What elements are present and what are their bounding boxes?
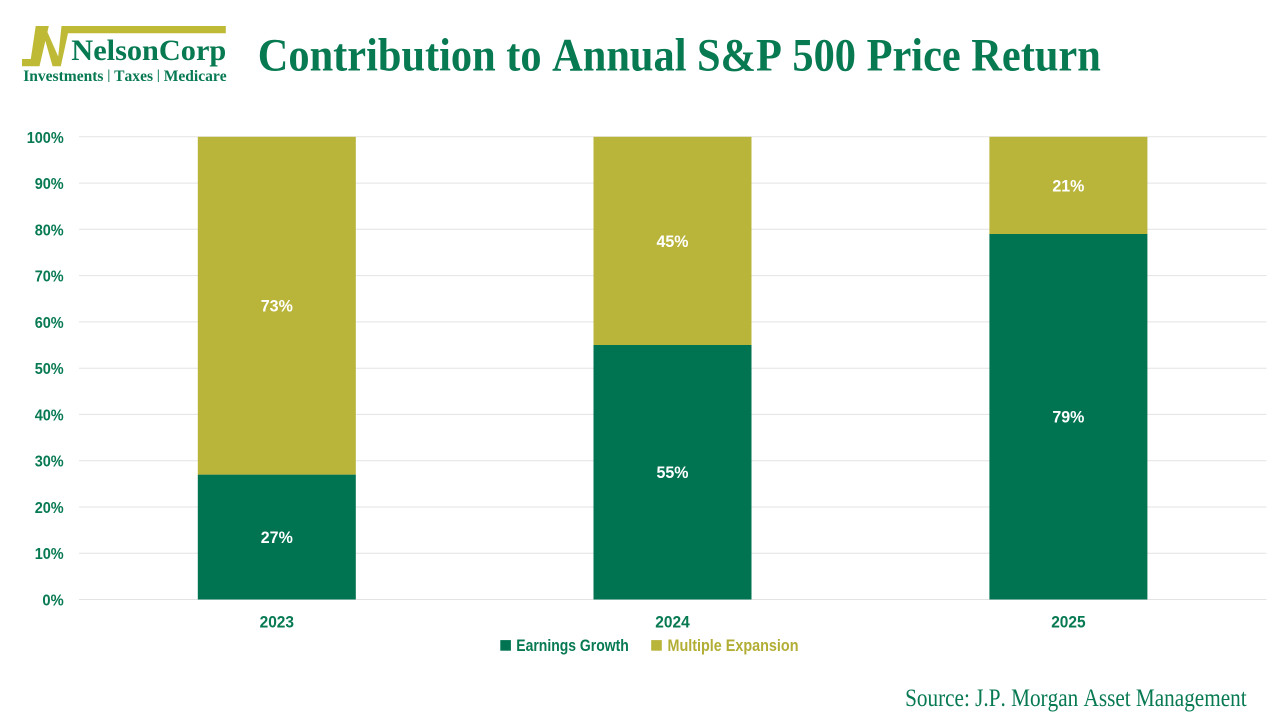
svg-text:Multiple Expansion: Multiple Expansion xyxy=(668,637,799,655)
svg-text:45%: 45% xyxy=(657,232,689,251)
svg-text:40%: 40% xyxy=(35,407,64,424)
svg-text:27%: 27% xyxy=(261,528,293,547)
svg-text:73%: 73% xyxy=(261,297,293,316)
svg-text:Investments | Taxes | Medicare: Investments | Taxes | Medicare xyxy=(23,67,227,85)
svg-text:60%: 60% xyxy=(35,315,64,332)
svg-text:20%: 20% xyxy=(35,500,64,517)
svg-text:Earnings Growth: Earnings Growth xyxy=(516,637,629,655)
svg-text:10%: 10% xyxy=(35,546,64,563)
svg-text:80%: 80% xyxy=(35,222,64,239)
svg-text:70%: 70% xyxy=(35,269,64,286)
svg-text:79%: 79% xyxy=(1052,408,1084,427)
svg-text:Contribution to Annual S&P 500: Contribution to Annual S&P 500 Price Ret… xyxy=(258,30,1101,82)
svg-text:50%: 50% xyxy=(35,361,64,378)
svg-text:0%: 0% xyxy=(42,593,63,610)
svg-text:2023: 2023 xyxy=(260,612,294,631)
svg-text:21%: 21% xyxy=(1052,176,1084,195)
svg-text:NelsonCorp: NelsonCorp xyxy=(71,35,226,67)
svg-text:100%: 100% xyxy=(27,130,64,147)
svg-text:90%: 90% xyxy=(35,176,64,193)
svg-text:55%: 55% xyxy=(657,463,689,482)
svg-text:2025: 2025 xyxy=(1051,612,1085,631)
svg-text:Source: J.P. Morgan Asset Mana: Source: J.P. Morgan Asset Management xyxy=(905,683,1247,712)
svg-text:2024: 2024 xyxy=(655,612,690,631)
svg-text:30%: 30% xyxy=(35,454,64,471)
